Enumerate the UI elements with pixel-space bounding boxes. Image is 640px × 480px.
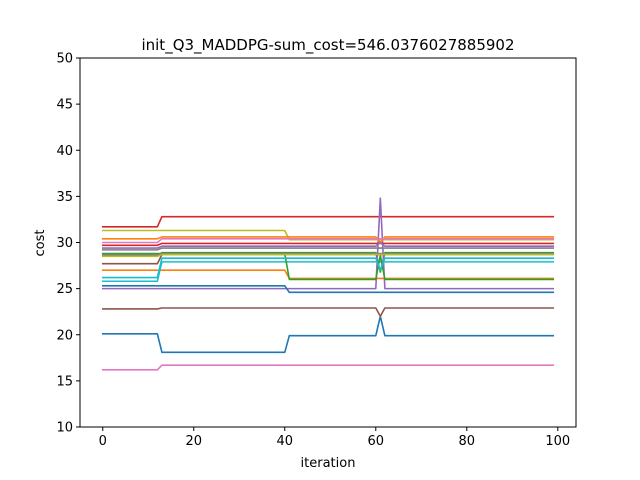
series-line-4 bbox=[101, 215, 555, 228]
plot-area bbox=[79, 57, 577, 428]
y-tick-label: 40 bbox=[56, 144, 73, 159]
y-tick-label: 10 bbox=[56, 421, 73, 436]
x-tick-label: 0 bbox=[99, 434, 107, 449]
y-tick-label: 30 bbox=[56, 236, 73, 251]
y-tick-label: 25 bbox=[56, 282, 73, 297]
series-line-1 bbox=[101, 315, 555, 354]
series-line-10 bbox=[101, 261, 555, 283]
series-line-12 bbox=[101, 236, 555, 244]
x-tick-label: 20 bbox=[185, 434, 202, 449]
series-line-11 bbox=[101, 285, 555, 294]
series-line-19 bbox=[101, 253, 555, 258]
x-tick-label: 60 bbox=[368, 434, 385, 449]
series-line-20 bbox=[101, 257, 555, 279]
x-axis: 0 20 40 60 80 100 bbox=[99, 427, 570, 449]
x-tick-label: 40 bbox=[276, 434, 293, 449]
series-line-9 bbox=[101, 229, 555, 241]
x-tick-label: 80 bbox=[459, 434, 476, 449]
series-line-6 bbox=[101, 307, 555, 318]
series-line-14 bbox=[101, 242, 555, 247]
series-line-15 bbox=[101, 241, 555, 249]
series-line-2 bbox=[101, 269, 555, 280]
series-line-18 bbox=[101, 252, 555, 256]
y-tick-label: 35 bbox=[56, 190, 73, 205]
series-line-5 bbox=[101, 197, 555, 290]
x-tick-label: 100 bbox=[545, 434, 570, 449]
y-tick-label: 15 bbox=[56, 374, 73, 389]
series-line-8 bbox=[101, 247, 555, 251]
series-line-3 bbox=[101, 251, 555, 273]
series-line-17 bbox=[101, 238, 555, 244]
chart-title: init_Q3_MADDPG-sum_cost=546.037602788590… bbox=[141, 36, 514, 55]
y-tick-label: 45 bbox=[56, 98, 73, 113]
series-line-7 bbox=[101, 364, 555, 371]
y-tick-label: 20 bbox=[56, 328, 73, 343]
y-axis: 10 15 20 25 30 35 40 45 50 bbox=[56, 52, 80, 436]
y-axis-label: cost bbox=[33, 230, 48, 257]
y-tick-label: 50 bbox=[56, 52, 73, 67]
x-axis-label: iteration bbox=[301, 456, 356, 471]
